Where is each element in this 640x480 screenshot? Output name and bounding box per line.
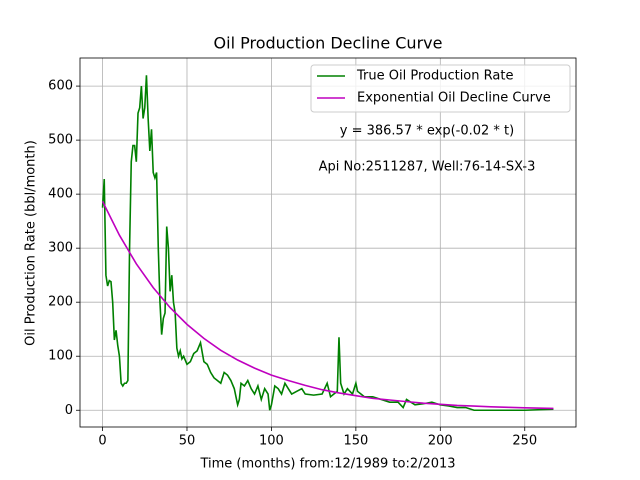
y-tick-label: 300 bbox=[48, 241, 73, 256]
x-tick-label: 200 bbox=[428, 434, 453, 449]
y-axis-label: Oil Production Rate (bbl/month) bbox=[24, 140, 39, 346]
chart-title: Oil Production Decline Curve bbox=[214, 34, 443, 53]
y-tick-label: 200 bbox=[48, 295, 73, 310]
x-tick-label: 0 bbox=[98, 434, 106, 449]
x-tick-label: 100 bbox=[259, 434, 284, 449]
x-tick-label: 150 bbox=[343, 434, 368, 449]
x-tick-label: 250 bbox=[512, 434, 537, 449]
legend-box bbox=[310, 64, 571, 113]
y-tick-label: 600 bbox=[48, 79, 73, 94]
data-line bbox=[101, 75, 554, 412]
data-line bbox=[101, 201, 554, 410]
legend-label: True Oil Production Rate bbox=[356, 69, 513, 84]
x-axis-label: Time (months) from:12/1989 to:2/2013 bbox=[199, 457, 455, 472]
x-tick-label: 50 bbox=[179, 434, 196, 449]
legend-label: Exponential Oil Decline Curve bbox=[357, 91, 551, 106]
y-tick-label: 400 bbox=[48, 187, 73, 202]
y-tick-label: 100 bbox=[48, 349, 73, 364]
annotation: y = 386.57 * exp(-0.02 * t) bbox=[340, 124, 514, 139]
y-tick-label: 500 bbox=[48, 133, 73, 148]
y-tick-label: 0 bbox=[65, 403, 73, 418]
annotation: Api No:2511287, Well:76-14-SX-3 bbox=[319, 160, 536, 175]
plot-frame bbox=[79, 57, 577, 428]
